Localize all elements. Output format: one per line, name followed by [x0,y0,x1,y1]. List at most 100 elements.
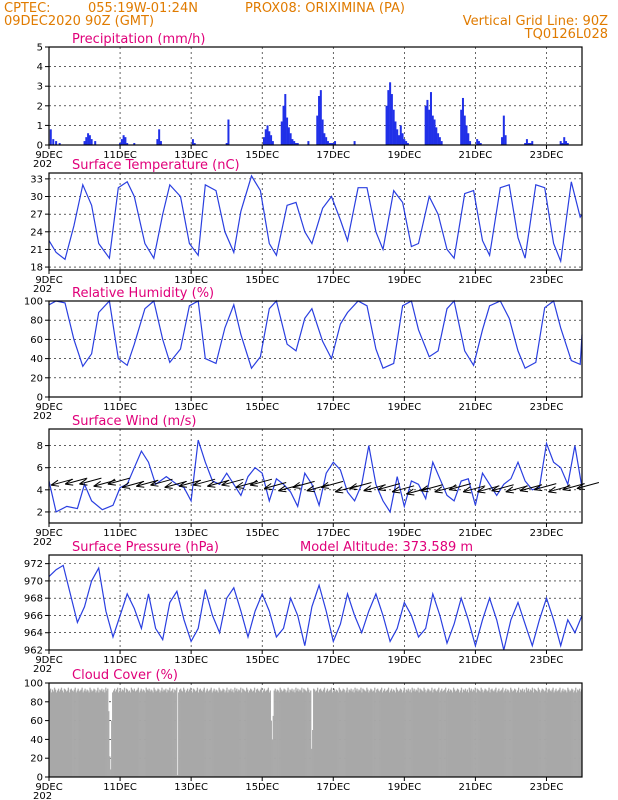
cloud-bar [372,691,374,777]
precip-bar [353,141,356,145]
cloud-bar [384,691,387,777]
cloud-bar [393,690,396,777]
x-tick-label: 9DEC [35,275,62,286]
year-label: 202 [33,284,52,295]
x-tick-label: 15DEC [245,782,279,793]
cloud-bar [480,687,482,777]
cloud-bar [83,690,85,777]
cloud-bar [332,690,335,777]
cloud-bar [89,687,91,777]
model-altitude: Model Altitude: 373.589 m [300,540,473,555]
cloud-bar [349,690,351,777]
cloud-bar [336,690,338,777]
cloud-bar [316,687,319,777]
cloud-bar [399,688,402,777]
cloud-bar [458,692,461,777]
cloud-bar [575,687,577,777]
cloud-bar [110,769,112,777]
cloud-bar [49,688,52,777]
wind-arrow-head [477,486,486,494]
wind-arrow-shaft [377,483,401,491]
cloud-bar [362,688,364,777]
cloud-bar [440,690,442,777]
cloud-bar [293,689,295,777]
y-tick-label: 80 [30,316,43,327]
year-label: 202 [33,537,52,548]
cloud-bar [389,690,392,777]
cloud-bar [169,687,171,777]
cloud-bar [379,691,381,777]
cloud-bar [61,690,64,777]
wind-arrow-shaft [519,484,543,492]
cloud-bar [426,690,428,777]
cloud-bar [396,689,399,777]
x-tick-label: 13DEC [174,150,208,161]
wind-arrow-shaft [463,485,486,493]
cloud-bar [73,689,75,777]
precip-bar [328,143,331,145]
cloud-bar [106,690,108,777]
cloud-bar [501,689,503,777]
cloud-bar [153,687,155,777]
cloud-bar [150,689,152,777]
cloud-bar [219,689,221,777]
wind-arrow [263,482,287,491]
precip-bar [563,137,566,145]
cloud-bar [62,692,65,777]
cloud-bar [208,690,210,777]
cloud-bar [476,688,478,777]
cloud-bar [492,690,494,777]
cloud-bar [474,687,476,777]
cloud-bar [292,691,294,777]
cloud-bar [222,688,224,777]
cloud-bar [123,687,126,777]
cloud-bar [216,690,218,777]
cloud-bar [467,692,470,777]
cloud-bar [505,688,507,777]
series-line [48,439,583,514]
cloud-bar [188,689,191,777]
cloud-bar [111,720,113,777]
precip-bar [433,119,436,145]
cloud-bar [254,692,257,777]
cloud-bar [419,688,421,777]
x-tick-label: 17DEC [316,402,350,413]
wind-arrow-head [292,481,301,489]
wind-arrow-shaft [335,485,358,493]
cloud-bar [66,690,69,777]
precip-bar [479,143,482,145]
cloud-bar [117,692,120,777]
header: CPTEC: 055:19W-01:24N PROX08: ORIXIMINA … [4,1,608,42]
cloud-bar [98,692,100,777]
wind-arrow [192,478,216,487]
cloud-bar [532,692,535,777]
cloud-bar [323,687,326,777]
cloud-bar [211,692,213,777]
cloud-bar [152,692,154,777]
cloud-bar [163,689,165,777]
x-tick-label: 9DEC [35,402,62,413]
cloud-bar [322,689,325,777]
cloud-bar [157,688,159,777]
cloud-bar [378,690,380,777]
cloud-bar [364,690,366,777]
cloud-bar [337,692,339,777]
precip-bar [122,135,125,145]
cloud-bar [288,692,290,777]
cloud-bar [360,687,362,777]
x-tick-label: 23DEC [530,528,564,539]
cloud-bar [436,691,438,777]
cloud-bar [422,691,424,777]
precip-bar [501,137,504,145]
x-tick-label: 15DEC [245,402,279,413]
cloud-bar [443,690,445,777]
cloud-bar [513,690,515,777]
precip-bar [390,94,393,145]
cloud-bar [512,691,514,777]
cloud-bar [457,689,460,777]
cloud-bar [346,687,348,777]
precip-bar [392,109,395,145]
precip-bar [49,129,52,145]
cloud-bar [563,691,565,777]
cloud-bar [439,692,441,777]
